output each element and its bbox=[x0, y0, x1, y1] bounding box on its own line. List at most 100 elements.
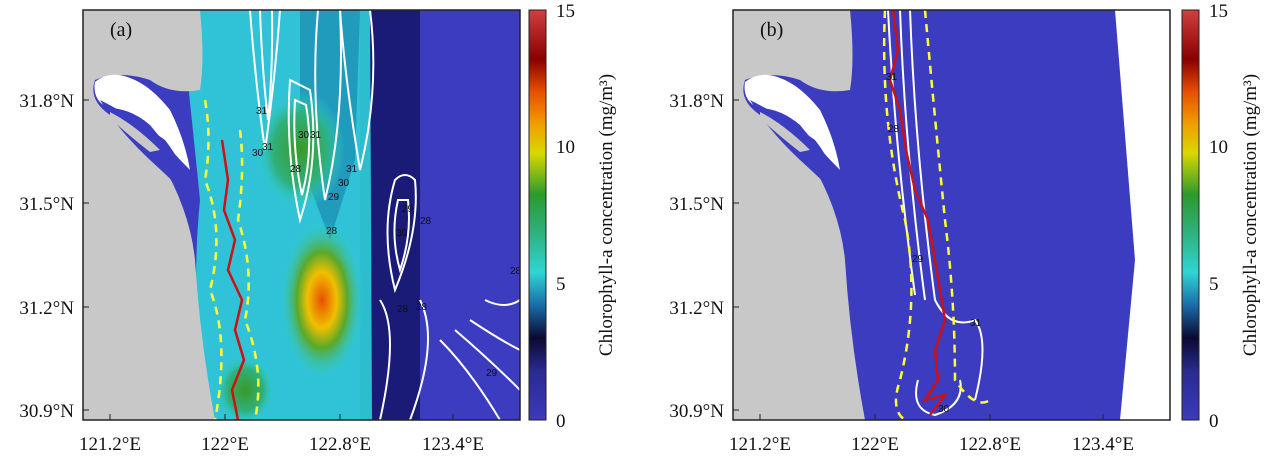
contour bbox=[887, 10, 916, 296]
panel-b-label: (b) bbox=[760, 19, 783, 41]
contour bbox=[339, 10, 375, 171]
contours-b bbox=[887, 10, 984, 417]
front-dashed-b bbox=[882, 10, 991, 420]
contour bbox=[259, 10, 274, 121]
x-tick-label: 122.8°E bbox=[309, 434, 371, 455]
x-tick-label: 121.2°E bbox=[729, 434, 791, 455]
colorbar-tick: 0 bbox=[556, 411, 566, 432]
no-data-area bbox=[1115, 10, 1170, 420]
colorbar-a: 15 10 5 0 Chlorophyll-a concentration (m… bbox=[528, 1, 617, 432]
front-line bbox=[236, 129, 260, 420]
colorbar-gradient bbox=[528, 9, 547, 421]
panel-a-label: (a) bbox=[110, 19, 132, 41]
contour-label: 28 bbox=[888, 124, 900, 135]
contour-labels-a: 31 30 31 28 30 31 29 30 31 28 30 29 28 2… bbox=[252, 106, 522, 379]
land-mainland bbox=[83, 10, 215, 420]
colorbar-tick: 0 bbox=[1209, 411, 1219, 432]
red-line-b bbox=[888, 10, 949, 416]
island-2 bbox=[162, 220, 185, 265]
contour bbox=[287, 78, 315, 224]
contour bbox=[454, 329, 520, 391]
contour bbox=[915, 379, 962, 417]
contour-label: 28 bbox=[510, 266, 522, 277]
contour-label: 29 bbox=[486, 368, 498, 379]
panel-b-xticks: 121.2°E 122°E 122.8°E 123.4°E bbox=[729, 414, 1134, 455]
panel-a-map: 31 30 31 28 30 31 29 30 31 28 30 29 28 2… bbox=[83, 10, 522, 420]
contour-label: 28 bbox=[420, 216, 432, 227]
contour-label: 30 bbox=[938, 404, 950, 415]
contour-label: 28 bbox=[326, 226, 338, 237]
island-1 bbox=[760, 112, 810, 152]
colorbar-b: 15 10 5 0 Chlorophyll-a concentration (m… bbox=[1181, 1, 1261, 432]
front-line bbox=[882, 10, 913, 420]
colorbar-title: Chlorophyll-a concentration (mg/m³) bbox=[1240, 74, 1261, 356]
contour-label: 31 bbox=[970, 318, 982, 329]
contour bbox=[393, 199, 410, 274]
x-tick-label: 123.4°E bbox=[422, 434, 484, 455]
panel-b-map: 28 31 29 31 30 bbox=[733, 10, 1170, 420]
island-2 bbox=[812, 220, 835, 265]
panel-a-yticks: 31.8°N 31.5°N 31.2°N 30.9°N bbox=[19, 91, 89, 422]
contour-label: 29 bbox=[402, 204, 414, 215]
y-tick-label: 30.9°N bbox=[669, 401, 724, 422]
hot-patch bbox=[280, 220, 364, 380]
river-mouth bbox=[744, 74, 840, 170]
contour-label: 28 bbox=[397, 304, 409, 315]
contour-label: 30 bbox=[396, 228, 408, 239]
land-mainland bbox=[733, 10, 865, 420]
front-line bbox=[923, 10, 991, 404]
colorbar-tick: 10 bbox=[1209, 137, 1228, 158]
colorbar-title: Chlorophyll-a concentration (mg/m³) bbox=[596, 74, 617, 356]
contour-label: 29 bbox=[328, 192, 340, 203]
contour-label: 31 bbox=[262, 142, 274, 153]
contour bbox=[439, 339, 501, 420]
front-line bbox=[203, 99, 223, 420]
x-tick-label: 121.2°E bbox=[79, 434, 141, 455]
y-tick-label: 31.2°N bbox=[669, 298, 724, 319]
contour bbox=[379, 299, 391, 420]
y-tick-label: 31.5°N bbox=[669, 194, 724, 215]
river-mouth bbox=[94, 74, 190, 170]
contour bbox=[249, 10, 281, 151]
panel-a: 31 30 31 28 30 31 29 30 31 28 30 29 28 2… bbox=[19, 1, 617, 455]
contour-label: 30 bbox=[298, 130, 310, 141]
y-tick-label: 31.5°N bbox=[19, 194, 74, 215]
contour-label: 28 bbox=[416, 302, 428, 313]
island-1 bbox=[110, 112, 160, 152]
x-tick-label: 122.8°E bbox=[959, 434, 1021, 455]
contour-label: 31 bbox=[886, 72, 898, 83]
contour-label: 29 bbox=[912, 254, 924, 265]
contour bbox=[484, 299, 520, 306]
x-tick-label: 122°E bbox=[851, 434, 899, 455]
green-patch-south bbox=[215, 355, 275, 420]
contour-label: 30 bbox=[252, 148, 264, 159]
red-line-a bbox=[220, 139, 246, 420]
contour bbox=[386, 174, 417, 294]
contours-a bbox=[249, 10, 520, 420]
y-tick-label: 31.2°N bbox=[19, 298, 74, 319]
panel-a-frame bbox=[82, 9, 521, 421]
contour bbox=[293, 98, 311, 196]
contour-label: 31 bbox=[256, 106, 268, 117]
contour bbox=[899, 10, 926, 301]
colorbar-tick: 5 bbox=[1209, 274, 1219, 295]
x-tick-label: 123.4°E bbox=[1072, 434, 1134, 455]
colorbar-tick: 5 bbox=[556, 274, 566, 295]
colorbar-tick: 10 bbox=[556, 137, 575, 158]
panel-a-xticks: 121.2°E 122°E 122.8°E 123.4°E bbox=[79, 414, 484, 455]
contour-label: 28 bbox=[290, 164, 302, 175]
front-dashed-a bbox=[203, 99, 260, 420]
panel-b-yticks: 31.8°N 31.5°N 31.2°N 30.9°N bbox=[669, 91, 739, 422]
contour bbox=[469, 319, 520, 351]
x-tick-label: 122°E bbox=[201, 434, 249, 455]
y-tick-label: 31.8°N bbox=[19, 91, 74, 112]
colorbar-tick: 15 bbox=[1209, 1, 1228, 22]
panel-b-frame bbox=[732, 9, 1171, 421]
colorbar-tick: 15 bbox=[556, 1, 575, 22]
colorbar-gradient bbox=[1181, 9, 1200, 421]
contour-labels-b: 28 31 29 31 30 bbox=[886, 72, 982, 415]
y-tick-label: 30.9°N bbox=[19, 401, 74, 422]
y-tick-label: 31.8°N bbox=[669, 91, 724, 112]
contour-label: 31 bbox=[346, 164, 358, 175]
